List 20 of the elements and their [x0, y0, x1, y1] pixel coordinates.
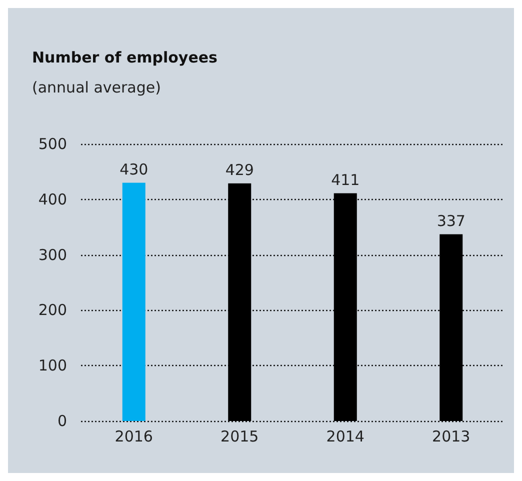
y-tick-label: 300 [38, 246, 67, 264]
bar [440, 234, 463, 421]
chart-title: Number of employees [32, 48, 218, 66]
data-label: 429 [225, 160, 254, 179]
x-tick-label: 2014 [326, 428, 364, 446]
x-tick-label: 2015 [220, 428, 259, 446]
y-tick-label: 400 [38, 190, 67, 208]
y-tick-label: 0 [57, 412, 67, 430]
chart-subtitle: (annual average) [32, 78, 161, 96]
bar [334, 193, 357, 421]
bar [228, 183, 252, 421]
x-tick-label: 2013 [432, 428, 470, 446]
data-label: 411 [331, 170, 360, 189]
y-tick-label: 500 [38, 135, 67, 153]
y-tick-label: 200 [38, 301, 67, 320]
bar [122, 182, 146, 421]
x-tick-label: 2016 [114, 428, 153, 446]
data-label: 337 [436, 212, 466, 230]
data-label: 430 [120, 160, 148, 178]
y-tick-label: 100 [38, 356, 67, 375]
